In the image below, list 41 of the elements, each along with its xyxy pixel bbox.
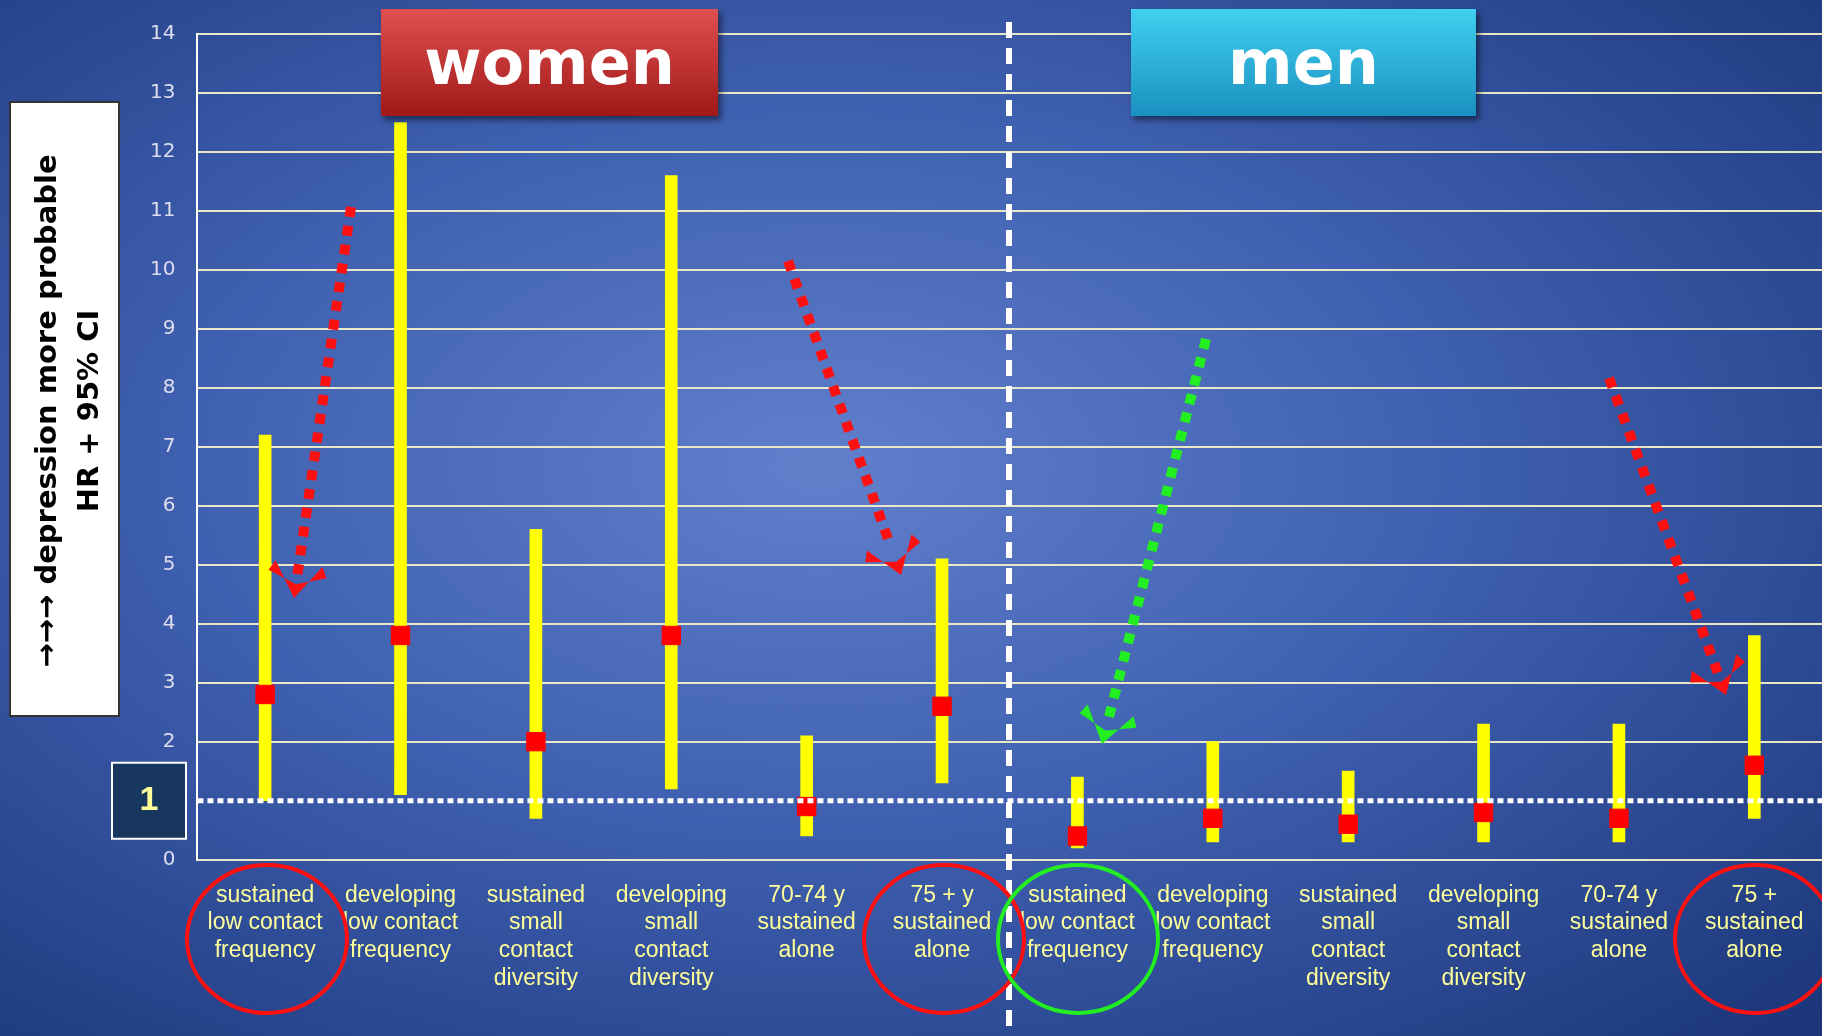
- point: [1473, 802, 1494, 823]
- x-tick-label: sustained small contact diversity: [1298, 880, 1398, 990]
- point: [932, 696, 952, 716]
- ref-line-label: 1: [139, 779, 159, 817]
- point: [1203, 808, 1223, 829]
- point: [1338, 814, 1358, 834]
- y-tick-label: 2: [162, 727, 176, 752]
- y-tick-label: 11: [150, 197, 176, 222]
- bar: [394, 122, 407, 796]
- y-tick-label: 5: [162, 550, 176, 575]
- x-tick-label: 75 + sustained alone: [1705, 880, 1804, 962]
- y-tick-label: 9: [162, 315, 176, 340]
- annotation: men: [1131, 9, 1476, 116]
- y-tick-label: 12: [150, 138, 176, 163]
- point: [1067, 826, 1088, 846]
- point: [526, 731, 546, 752]
- bar: [664, 175, 678, 790]
- y-axis-title: →→→ depression more probable HR + 95% CI: [27, 153, 106, 670]
- x-tick-label: sustained small contact diversity: [486, 880, 586, 990]
- x-tick-label: 70-74 y sustained alone: [757, 880, 856, 962]
- x-tick-label: 75 + y sustained alone: [892, 880, 992, 962]
- x-tick-label: developing low contact frequency: [1155, 880, 1271, 962]
- x-tick-label: sustained low contact frequency: [207, 880, 324, 962]
- x-tick-label: developing small contact diversity: [1427, 880, 1540, 990]
- y-tick-label: 3: [162, 668, 176, 693]
- y-tick-label: 8: [162, 374, 176, 399]
- x-tick-label: 70-74 y sustained alone: [1569, 880, 1669, 962]
- point: [255, 684, 275, 705]
- y-tick-label: 13: [150, 79, 176, 104]
- y-tick-label: 0: [162, 845, 176, 870]
- point: [1744, 755, 1764, 775]
- y-tick-label: 7: [162, 433, 176, 457]
- point: [1609, 808, 1629, 829]
- y-tick-label: 4: [162, 609, 176, 634]
- point: [390, 625, 411, 646]
- y-tick-label: 10: [150, 256, 176, 281]
- x-tick-label: developing small contact diversity: [615, 880, 727, 990]
- annotation: women: [381, 9, 718, 116]
- y-tick-label: 6: [162, 491, 176, 516]
- point: [661, 625, 681, 646]
- y-tick-label: 14: [150, 20, 176, 45]
